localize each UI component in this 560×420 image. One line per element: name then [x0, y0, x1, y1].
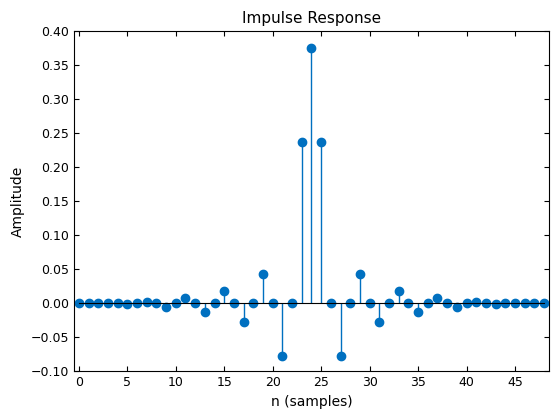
Title: Impulse Response: Impulse Response [242, 11, 381, 26]
Y-axis label: Amplitude: Amplitude [11, 166, 25, 237]
X-axis label: n (samples): n (samples) [270, 395, 352, 409]
